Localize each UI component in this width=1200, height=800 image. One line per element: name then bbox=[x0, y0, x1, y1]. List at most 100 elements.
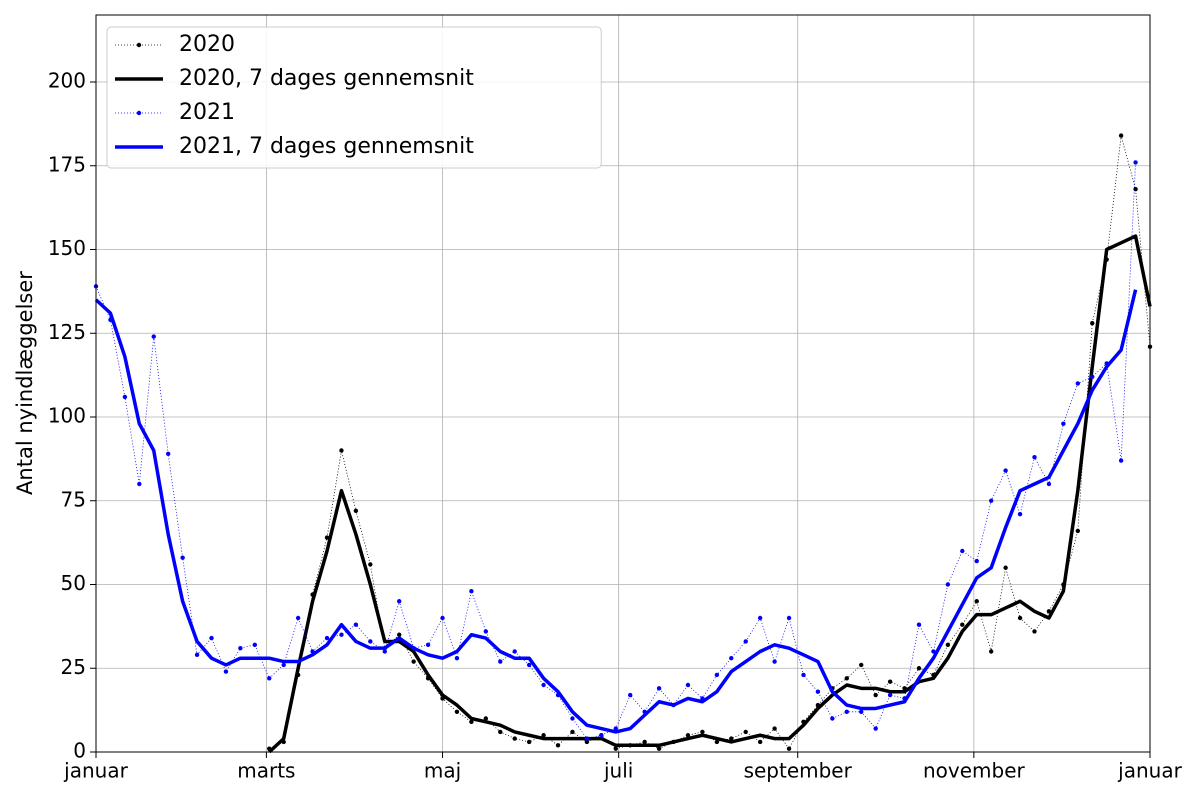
data-point bbox=[469, 589, 474, 594]
data-point bbox=[397, 632, 402, 637]
data-point bbox=[801, 672, 806, 678]
data-point bbox=[887, 692, 893, 698]
data-point bbox=[1118, 458, 1124, 463]
data-point bbox=[757, 739, 763, 745]
data-point bbox=[339, 632, 344, 637]
x-tick-label: september bbox=[744, 759, 853, 783]
data-point bbox=[887, 679, 893, 684]
plot-frame bbox=[95, 14, 1151, 753]
y-tick-label: 100 bbox=[48, 404, 86, 428]
data-point bbox=[599, 733, 604, 738]
data-point bbox=[353, 508, 359, 513]
data-point bbox=[714, 739, 720, 745]
data-point bbox=[1032, 629, 1037, 634]
data-point bbox=[194, 652, 200, 658]
data-point bbox=[353, 622, 359, 627]
data-point bbox=[425, 642, 431, 647]
data-point bbox=[324, 535, 330, 540]
data-point bbox=[714, 672, 720, 678]
data-point bbox=[368, 639, 373, 644]
data-point bbox=[1090, 374, 1095, 379]
data-point bbox=[974, 599, 979, 604]
data-point bbox=[1046, 481, 1052, 487]
data-point bbox=[368, 562, 373, 567]
data-point bbox=[252, 642, 258, 647]
data-point bbox=[830, 716, 835, 721]
data-point bbox=[960, 622, 965, 627]
y-tick-label: 200 bbox=[48, 69, 86, 93]
data-point bbox=[685, 733, 691, 738]
data-point bbox=[454, 709, 460, 714]
data-point bbox=[757, 615, 763, 621]
data-point bbox=[295, 615, 301, 621]
legend-marker bbox=[136, 110, 142, 116]
data-point bbox=[786, 615, 792, 621]
y-tick-label: 50 bbox=[61, 571, 86, 595]
y-tick-label: 150 bbox=[48, 236, 86, 260]
series-line bbox=[268, 234, 1152, 754]
data-point bbox=[570, 716, 575, 721]
data-point bbox=[541, 733, 546, 738]
data-point bbox=[859, 662, 864, 668]
data-point bbox=[656, 746, 662, 751]
data-point bbox=[873, 726, 878, 731]
data-point bbox=[1075, 528, 1081, 534]
data-point bbox=[165, 451, 171, 457]
legend-label: 2021 bbox=[179, 100, 235, 125]
data-point bbox=[656, 686, 662, 691]
data-point bbox=[642, 739, 647, 745]
legend: 2020 2020, 7 dages gennemsnit 2021 2021, 7 … bbox=[106, 26, 602, 169]
legend-label: 2020, 7 dages gennemsnit bbox=[179, 66, 474, 91]
data-point bbox=[1032, 455, 1037, 460]
data-point bbox=[541, 682, 546, 688]
data-point bbox=[916, 666, 922, 671]
y-axis-label: Antal nyindlæggelser bbox=[13, 271, 37, 495]
data-point bbox=[512, 736, 517, 741]
x-tick-label: november bbox=[923, 759, 1026, 783]
data-point bbox=[786, 746, 792, 751]
y-tick-label: 25 bbox=[61, 655, 86, 679]
x-tick-label: marts bbox=[237, 759, 295, 783]
data-point bbox=[526, 662, 532, 668]
data-point bbox=[526, 739, 532, 745]
data-point bbox=[815, 689, 821, 694]
data-point bbox=[1075, 381, 1081, 386]
data-point bbox=[988, 649, 994, 654]
data-point bbox=[1061, 421, 1066, 426]
data-point bbox=[570, 729, 575, 735]
data-point bbox=[613, 746, 618, 751]
x-tick-label: juli bbox=[603, 759, 633, 783]
data-point bbox=[498, 659, 503, 664]
y-tick-label: 125 bbox=[48, 320, 86, 344]
data-point bbox=[700, 729, 705, 735]
y-tick-label: 175 bbox=[48, 152, 86, 176]
data-point bbox=[238, 645, 243, 651]
data-point bbox=[1133, 160, 1138, 165]
data-point bbox=[1118, 133, 1124, 138]
data-point bbox=[483, 629, 489, 634]
data-point bbox=[324, 635, 330, 641]
data-point bbox=[440, 615, 445, 621]
legend-marker bbox=[136, 42, 142, 48]
data-point bbox=[411, 659, 416, 664]
data-point bbox=[613, 726, 618, 731]
data-point bbox=[772, 659, 777, 664]
data-point bbox=[743, 729, 748, 735]
data-point bbox=[628, 692, 633, 698]
y-tick-label: 0 bbox=[73, 739, 86, 763]
data-point bbox=[483, 716, 489, 721]
data-point bbox=[916, 622, 922, 627]
data-point bbox=[498, 729, 503, 735]
data-point bbox=[844, 676, 849, 681]
data-point bbox=[180, 555, 185, 560]
data-point bbox=[122, 394, 128, 400]
series-line bbox=[94, 289, 1138, 734]
data-point bbox=[469, 719, 474, 725]
data-point bbox=[584, 736, 590, 741]
data-point bbox=[859, 709, 864, 714]
data-point bbox=[397, 599, 402, 604]
data-point bbox=[1017, 511, 1023, 517]
data-point bbox=[151, 334, 156, 339]
data-point bbox=[339, 448, 344, 453]
